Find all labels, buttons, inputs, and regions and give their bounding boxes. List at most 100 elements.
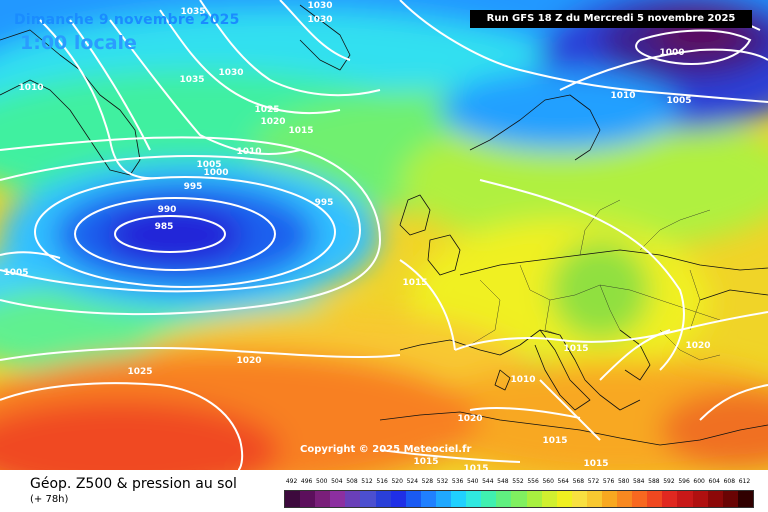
scale-label: 552: [512, 478, 524, 485]
isobar-label: 1030: [307, 1, 332, 11]
isobar-label: 1020: [685, 341, 710, 351]
scale-swatch: [692, 491, 708, 507]
country-borders: [469, 199, 721, 361]
scale-swatch: [541, 491, 557, 507]
scale-label: 580: [617, 478, 630, 485]
scale-label: 512: [361, 478, 373, 485]
isobar-label: 1000: [203, 168, 228, 178]
forecast-date: Dimanche 9 novembre 2025: [14, 12, 240, 28]
isobar-label: 1035: [180, 7, 205, 17]
isobar-label: 1020: [236, 356, 261, 366]
scale-label: 528: [421, 478, 434, 485]
isobar-label: 1015: [288, 126, 313, 136]
scale-swatch: [601, 491, 618, 507]
scale-label: 520: [391, 478, 403, 485]
isobar-label: 1015: [583, 459, 608, 469]
isobar-label: 1005: [196, 160, 221, 170]
scale-swatch: [586, 491, 602, 507]
scale-swatch: [315, 491, 331, 507]
scale-swatch: [285, 491, 301, 507]
scale-label: 592: [663, 478, 675, 485]
scale-label: 536: [451, 478, 464, 485]
scale-label: 568: [572, 478, 585, 485]
isobar-label: 1010: [18, 83, 43, 93]
color-scale-bar: [284, 490, 754, 508]
scale-label: 524: [406, 478, 419, 485]
isobar-label: 1020: [260, 117, 285, 127]
coastlines: [0, 4, 768, 446]
scale-label: 500: [316, 478, 328, 485]
lead-time: (+ 78h): [30, 494, 69, 505]
scale-swatch: [420, 491, 436, 507]
isobar-label: 1010: [236, 147, 261, 157]
parameter-title: Géop. Z500 & pression au sol: [30, 476, 237, 492]
isobar-label: 1015: [542, 436, 567, 446]
scale-label: 532: [436, 478, 449, 485]
isobar-label: 1030: [307, 15, 332, 25]
isobar-label: 1030: [218, 68, 243, 78]
forecast-map: 1035 1030 1030 1010 1035 1030 1025 1020 …: [0, 0, 768, 470]
scale-swatch: [632, 491, 648, 507]
local-time: 1:00 locale: [20, 32, 137, 54]
scale-swatch: [360, 491, 376, 507]
scale-swatch: [451, 491, 467, 507]
isobar-label: 985: [155, 222, 174, 232]
scale-swatch: [571, 491, 587, 507]
scale-swatch: [677, 491, 693, 507]
scale-swatch: [330, 491, 346, 507]
scale-swatch: [662, 491, 678, 507]
isobar-label: 1020: [457, 414, 482, 424]
scale-label: 576: [602, 478, 615, 485]
scale-swatch: [511, 491, 527, 507]
scale-swatch: [737, 491, 753, 507]
scale-label: 588: [648, 478, 660, 485]
isobar-label: 1010: [510, 375, 535, 385]
isobar-label: 1025: [254, 105, 279, 115]
scale-swatch: [617, 491, 633, 507]
scale-label: 560: [542, 478, 554, 485]
isobar-label: 995: [315, 198, 334, 208]
scale-label: 556: [527, 478, 539, 485]
scale-swatch: [375, 491, 391, 507]
scale-label: 584: [633, 478, 645, 485]
isobar-label: 1035: [179, 75, 204, 85]
scale-swatch: [345, 491, 361, 507]
isobar-label: 995: [184, 182, 203, 192]
isobar-labels: 1035 1030 1030 1010 1035 1030 1025 1020 …: [3, 1, 710, 470]
scale-swatch: [405, 491, 421, 507]
scale-label: 516: [376, 478, 388, 485]
isobar-label: 1005: [3, 268, 28, 278]
scale-label: 600: [693, 478, 705, 485]
scale-label: 508: [346, 478, 358, 485]
isobar-label: 1010: [610, 91, 635, 101]
scale-swatch: [466, 491, 482, 507]
scale-label: 564: [557, 478, 569, 485]
copyright-notice: Copyright © 2025 Meteociel.fr: [300, 444, 472, 455]
scale-swatch: [435, 491, 452, 507]
model-run-banner: Run GFS 18 Z du Mercredi 5 novembre 2025: [470, 10, 752, 28]
color-scale-labels: 492 496 500 504 508 512 516 520 524 528 532 536 540 5…: [282, 478, 754, 488]
scale-label: 548: [497, 478, 509, 485]
isobar-label: 1015: [402, 278, 427, 288]
scale-label: 544: [482, 478, 494, 485]
scale-label: 540: [466, 478, 479, 485]
scale-label: 496: [300, 478, 313, 485]
isobar-label: 1015: [413, 457, 438, 467]
isobar-label: 1005: [666, 96, 691, 106]
scale-label: 608: [723, 478, 736, 485]
geopotential-field: 1035 1030 1030 1010 1035 1030 1025 1020 …: [0, 0, 768, 470]
scale-swatch: [300, 491, 316, 507]
scale-swatch: [707, 491, 723, 507]
scale-label: 572: [587, 478, 600, 485]
scale-swatch: [556, 491, 572, 507]
scale-swatch: [722, 491, 738, 507]
scale-label: 612: [738, 478, 751, 485]
scale-swatch: [496, 491, 512, 507]
scale-swatch: [526, 491, 542, 507]
scale-label: 604: [708, 478, 720, 485]
isobar-label: 1015: [463, 464, 488, 470]
scale-label: 492: [285, 478, 298, 485]
scale-label: 596: [678, 478, 690, 485]
scale-label: 504: [331, 478, 343, 485]
